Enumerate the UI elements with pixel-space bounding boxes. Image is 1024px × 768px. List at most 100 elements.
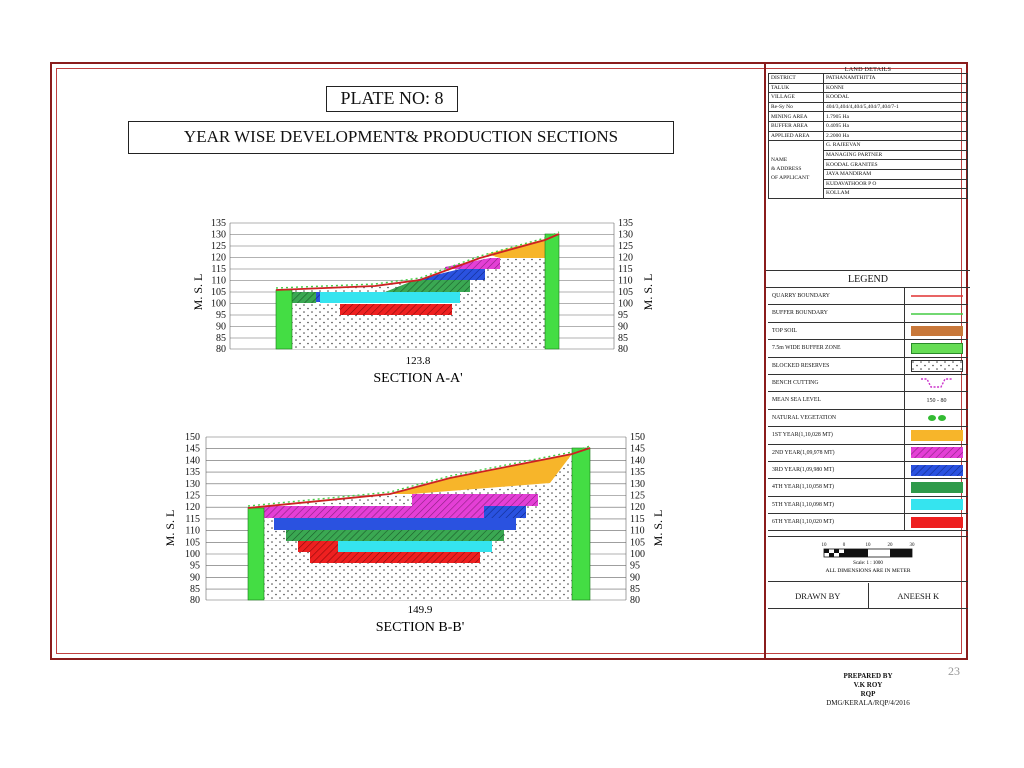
- tick-label: 135: [211, 218, 226, 229]
- tick-label: 90: [216, 322, 226, 333]
- top-soil-swatch: [910, 325, 963, 336]
- y-axis-label: M. S. L: [651, 510, 665, 547]
- section-a-diagram: 135 130 125 120 115 110 105 100 95 90 85…: [191, 218, 655, 386]
- y-axis-label: M. S. L: [191, 274, 205, 311]
- table-row: APPLIED AREA 2.2000 Ha: [768, 130, 968, 142]
- plate-number: PLATE NO: 8: [326, 86, 458, 112]
- year3-swatch: [910, 464, 963, 476]
- legend: QUARRY BOUNDARY BUFFER BOUNDARY TOP SOIL…: [768, 288, 968, 532]
- tick-label: 145: [185, 444, 200, 455]
- tick-label: 85: [618, 333, 628, 344]
- drawn-by-label: DRAWN BY: [768, 583, 869, 608]
- tick-label: 100: [630, 549, 645, 560]
- section-length: 123.8: [406, 355, 431, 367]
- tick-label: 130: [618, 230, 633, 241]
- legend-item: QUARRY BOUNDARY: [768, 288, 968, 306]
- tick-label: 125: [211, 241, 226, 252]
- tick-label: 105: [185, 537, 200, 548]
- tick-label: 95: [618, 310, 628, 321]
- tick-label: 85: [190, 584, 200, 595]
- tick-label: 130: [630, 479, 645, 490]
- legend-item: BUFFER BOUNDARY: [768, 305, 968, 323]
- table-row: DISTRICT PATHANAMTHITTA: [768, 73, 968, 84]
- year6-swatch: [910, 516, 963, 528]
- scale-tick: 10: [822, 543, 828, 548]
- legend-item: BLOCKED RESERVES: [768, 357, 968, 375]
- tick-label: 130: [185, 479, 200, 490]
- tick-label: 135: [185, 467, 200, 478]
- blocked-reserves-swatch: [910, 359, 963, 372]
- tick-label: 115: [618, 264, 633, 275]
- tick-label: 130: [211, 230, 226, 241]
- table-row: NAME & ADDRESS OF APPLICANT G. RAJEEVAN: [768, 140, 968, 199]
- tick-label: 95: [190, 561, 200, 572]
- tick-label: 145: [630, 444, 645, 455]
- y-axis-label: M. S. L: [163, 510, 177, 547]
- section-length: 149.9: [408, 604, 433, 616]
- buffer-boundary-swatch: [910, 312, 963, 315]
- legend-item: 7.5m WIDE BUFFER ZONE: [768, 340, 968, 358]
- tick-label: 110: [185, 526, 200, 537]
- vegetation-icon: [927, 414, 946, 421]
- legend-item: 3RD YEAR(1,09,980 MT): [768, 461, 968, 480]
- tick-label: 135: [618, 218, 633, 229]
- tick-label: 120: [211, 253, 226, 264]
- buffer-zone-swatch: [910, 342, 963, 354]
- tick-label: 120: [630, 502, 645, 513]
- scale-bar: 10 0 10 20 30 Scale: 1 : 1000 ALL DIMENS…: [768, 536, 968, 582]
- legend-item: 2ND YEAR(1,09,978 MT): [768, 444, 968, 462]
- legend-item: 4TH YEAR(1,10,058 MT): [768, 479, 968, 497]
- scale-tick: 20: [888, 543, 894, 548]
- tick-label: 125: [185, 491, 200, 502]
- tick-label: 90: [630, 572, 640, 583]
- tick-label: 110: [630, 526, 645, 537]
- scale-note: ALL DIMENSIONS ARE IN METER: [825, 568, 910, 574]
- title-block: LAND DETAILS DISTRICT PATHANAMTHITTA TALU…: [764, 62, 970, 707]
- table-row: KOLLAM: [769, 188, 968, 199]
- legend-item: NATURAL VEGETATION: [768, 409, 968, 428]
- tick-label: 80: [190, 595, 200, 606]
- legend-item: TOP SOIL: [768, 322, 968, 341]
- section-label: SECTION A-A': [373, 371, 462, 386]
- scale-tick: 0: [843, 543, 846, 548]
- table-row: VILLAGE KOODAL: [768, 92, 968, 103]
- tick-label: 110: [211, 276, 226, 287]
- tick-label: 110: [618, 276, 633, 287]
- legend-item: 5TH YEAR(1,10,098 MT): [768, 496, 968, 515]
- drawing-title: YEAR WISE DEVELOPMENT& PRODUCTION SECTIO…: [128, 121, 674, 154]
- tick-label: 120: [185, 502, 200, 513]
- year2-swatch: [910, 447, 963, 459]
- year1-swatch: [910, 429, 963, 441]
- scale-tick: 10: [866, 543, 872, 548]
- tick-label: 135: [630, 467, 645, 478]
- tick-label: 80: [630, 595, 640, 606]
- quarry-boundary-swatch: [910, 295, 963, 297]
- land-details-table: DISTRICT PATHANAMTHITTA TALUK KONNI VILLAG…: [768, 73, 968, 199]
- drawn-by-name: ANEESH K: [897, 591, 940, 601]
- year5-swatch: [910, 499, 963, 511]
- legend-item: MEAN SEA LEVEL 150 - 80: [768, 392, 968, 410]
- tick-label: 115: [630, 514, 645, 525]
- table-row: BUFFER AREA 0.4095 Ha: [768, 120, 968, 132]
- tick-label: 115: [211, 264, 226, 275]
- tick-label: 85: [216, 333, 226, 344]
- legend-title: LEGEND: [766, 270, 970, 288]
- scale-text: Scale: 1 : 1000: [853, 561, 883, 566]
- year4-swatch: [910, 481, 963, 493]
- section-label: SECTION B-B': [376, 620, 464, 635]
- tick-label: 100: [211, 299, 226, 310]
- tick-label: 140: [185, 455, 200, 466]
- legend-item: 6TH YEAR(1,10,020 MT): [768, 514, 968, 532]
- land-details-title: LAND DETAILS: [844, 66, 892, 73]
- tick-label: 150: [185, 432, 200, 443]
- tick-label: 100: [618, 299, 633, 310]
- tick-label: 90: [618, 322, 628, 333]
- tick-label: 95: [216, 310, 226, 321]
- y-axis-label: M. S. L: [641, 274, 655, 311]
- tick-label: 95: [630, 561, 640, 572]
- tick-label: 85: [630, 584, 640, 595]
- bench-cutting-icon: [920, 378, 953, 388]
- tick-label: 105: [630, 537, 645, 548]
- table-row: TALUK KONNI: [768, 82, 968, 94]
- tick-label: 115: [185, 514, 200, 525]
